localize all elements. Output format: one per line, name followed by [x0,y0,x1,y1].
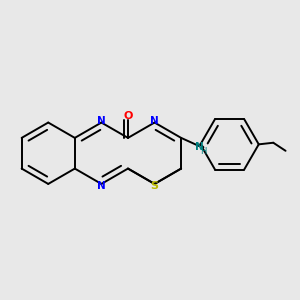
Text: O: O [123,111,133,121]
Text: H: H [200,147,207,156]
Text: S: S [151,181,159,190]
Text: N: N [97,116,106,126]
Text: N: N [97,181,106,190]
Text: N: N [150,116,159,126]
Text: N: N [195,142,204,152]
